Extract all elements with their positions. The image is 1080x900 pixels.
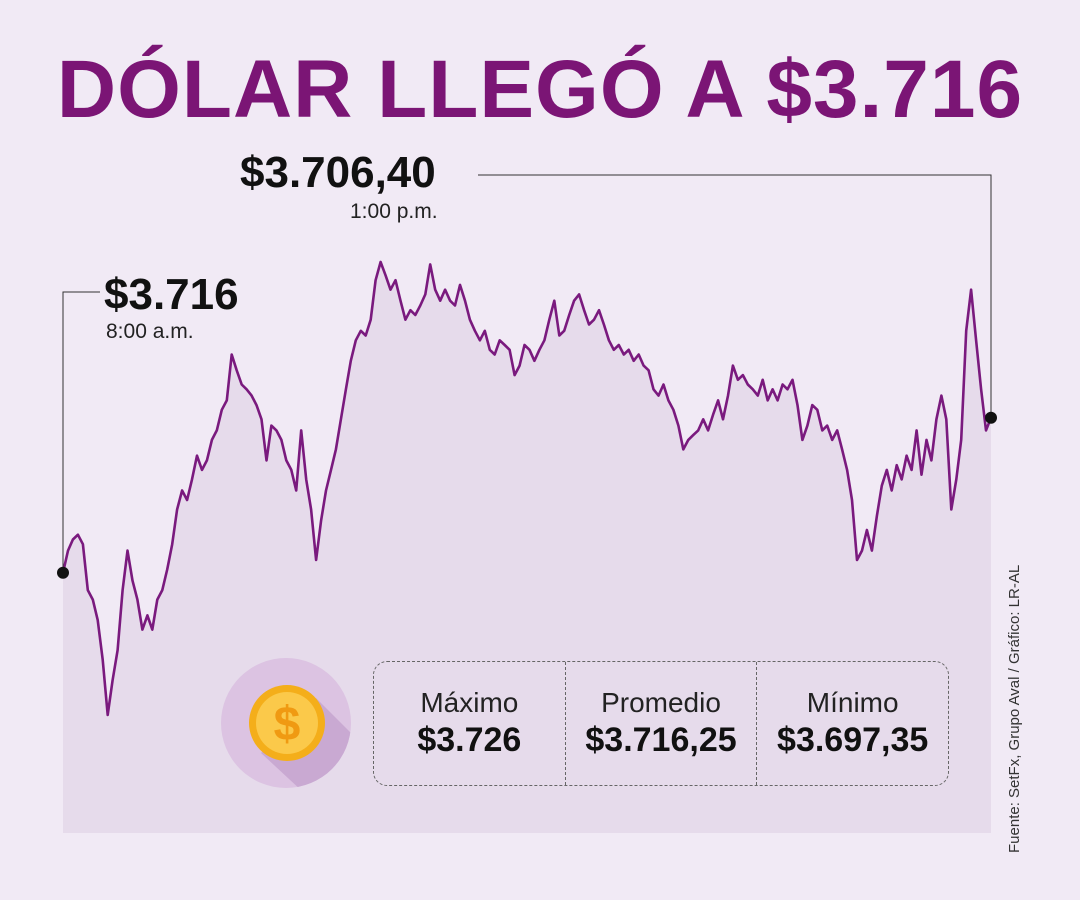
- start-point-marker: [57, 566, 69, 579]
- stat-average: Promedio $3.716,25: [564, 662, 757, 785]
- stat-minimum: Mínimo $3.697,35: [756, 662, 948, 785]
- stat-label: Máximo: [420, 687, 519, 718]
- start-value-label: $3.716: [104, 270, 239, 319]
- end-value-label: $3.706,40: [240, 148, 436, 197]
- stat-label: Promedio: [601, 687, 721, 718]
- stat-label: Mínimo: [806, 687, 899, 718]
- stat-value: $3.726: [417, 721, 522, 759]
- leader-line-end: [478, 174, 992, 418]
- stat-maximum: Máximo $3.726: [374, 662, 565, 785]
- end-point-marker: [985, 411, 997, 424]
- stat-value: $3.716,25: [585, 721, 737, 759]
- dollar-coin-icon: $: [221, 658, 351, 788]
- source-credit: Fuente: SetFx, Grupo Aval / Gráfico: LR-…: [1006, 564, 1023, 853]
- svg-text:$: $: [274, 698, 301, 751]
- series-line-usd-cop: [61, 260, 993, 717]
- stats-box: Máximo $3.726 Promedio $3.716,25 Mínimo …: [373, 661, 949, 786]
- stat-value: $3.697,35: [777, 721, 929, 759]
- leader-line-start: [62, 291, 100, 573]
- end-time-label: 1:00 p.m.: [350, 200, 438, 223]
- chart-title: DÓLAR LLEGÓ A $3.716: [56, 44, 1024, 135]
- start-time-label: 8:00 a.m.: [106, 320, 194, 343]
